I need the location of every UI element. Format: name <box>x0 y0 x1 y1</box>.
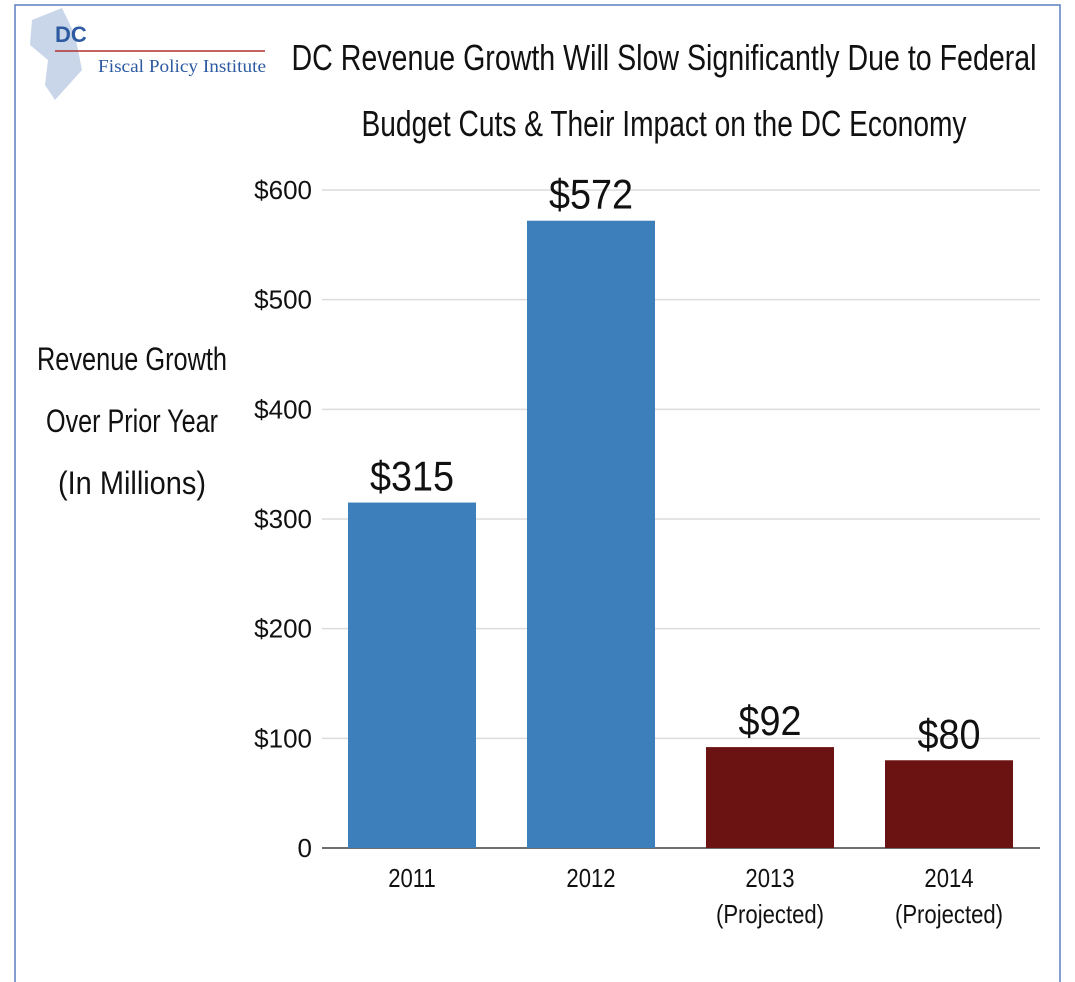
y-axis-label: Over Prior Year <box>46 403 218 439</box>
bar <box>885 760 1013 848</box>
y-tick-label: $400 <box>254 394 312 424</box>
y-tick-label: 0 <box>298 833 312 863</box>
frame <box>14 4 1061 982</box>
value-label: $572 <box>549 172 633 218</box>
bar <box>348 502 476 848</box>
value-label: $315 <box>370 454 454 500</box>
bar <box>527 220 655 848</box>
y-axis-label: (In Millions) <box>58 465 206 501</box>
logo-abbr: DC <box>55 22 87 47</box>
y-tick-label: $600 <box>254 175 312 205</box>
value-label: $92 <box>738 698 801 744</box>
x-tick-label: 2012 <box>566 863 616 893</box>
y-tick-label: $200 <box>254 614 312 644</box>
y-tick-label: $500 <box>254 285 312 315</box>
y-tick-label: $300 <box>254 504 312 534</box>
x-tick-label: 2011 <box>388 863 436 893</box>
x-tick-label: 2014 (Projected) <box>894 863 1004 929</box>
chart-title: DC Revenue Growth Will Slow Significantl… <box>292 37 1037 78</box>
logo-shape <box>30 8 82 100</box>
chart-title: Budget Cuts & Their Impact on the DC Eco… <box>362 103 967 144</box>
x-tick-label: 2013 (Projected) <box>715 863 825 929</box>
value-label: $80 <box>917 711 980 757</box>
bar <box>706 747 834 848</box>
logo-name: Fiscal Policy Institute <box>98 56 266 76</box>
y-tick-label: $100 <box>254 723 312 753</box>
y-axis-label: Revenue Growth <box>37 341 227 377</box>
